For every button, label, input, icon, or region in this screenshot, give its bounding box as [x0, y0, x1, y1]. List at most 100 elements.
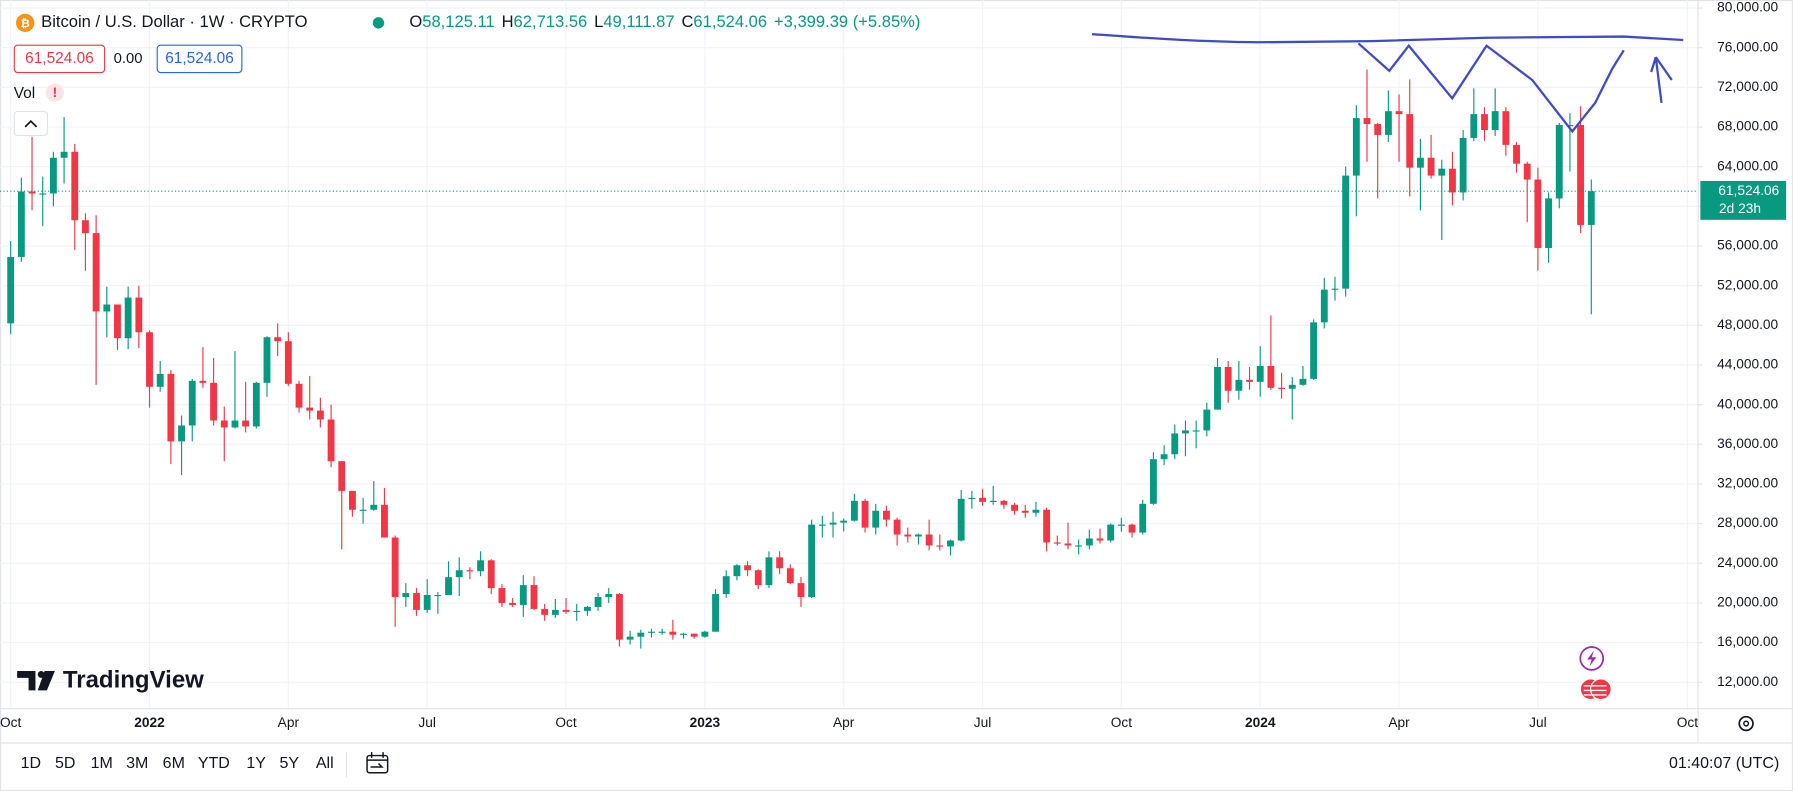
grid — [0, 0, 1699, 709]
candle-body — [242, 420, 250, 427]
candle-body — [1534, 179, 1542, 248]
collapse-button[interactable] — [13, 110, 49, 137]
range-button[interactable]: 3M — [126, 755, 148, 772]
candle-body — [979, 497, 986, 502]
last-price-box — [1700, 180, 1787, 220]
candle-body — [274, 337, 282, 342]
candle-body — [733, 565, 741, 577]
candle-body — [797, 583, 805, 598]
range-toolbar: 1D 5D 1M 3M 6M YTD 1Y 5Y All — [21, 755, 334, 772]
ohlc-value: 61,524.06 — [693, 12, 767, 31]
candle-body — [434, 595, 442, 597]
candle-body — [530, 585, 538, 609]
candle-body — [765, 557, 773, 586]
x-tick-label: Oct — [0, 715, 22, 730]
range-button[interactable]: 5Y — [280, 755, 300, 772]
candle-body — [1107, 524, 1115, 541]
y-tick-label: 32,000.00 — [1717, 476, 1778, 491]
candle-body — [754, 570, 762, 586]
candle-body — [776, 557, 784, 569]
logo-mark — [17, 670, 55, 691]
collapse-chevron — [24, 119, 38, 128]
volume-alert-icon[interactable] — [45, 83, 65, 102]
buy-price[interactable]: 61,524.06 — [165, 50, 234, 67]
x-tick-label: 2022 — [134, 715, 165, 730]
candle-body — [690, 633, 698, 637]
candle-body — [1160, 454, 1168, 460]
candle-body — [327, 419, 335, 462]
candle-body — [1406, 114, 1414, 168]
candle-body — [1352, 118, 1360, 176]
range-button[interactable]: 6M — [163, 755, 185, 772]
candle-body — [71, 151, 79, 221]
candle-body — [413, 593, 420, 610]
ohlc-value: 62,713.56 — [514, 12, 588, 31]
candle-body — [658, 631, 666, 633]
range-button[interactable]: 5D — [55, 755, 75, 772]
candle-body — [338, 461, 346, 491]
clock[interactable]: 01:40:07 (UTC) — [1669, 755, 1779, 772]
y-tick-label: 16,000.00 — [1717, 634, 1778, 649]
range-button[interactable]: 1Y — [246, 755, 266, 772]
candle-body — [1513, 144, 1520, 164]
candle-body — [519, 585, 527, 605]
y-tick-label: 56,000.00 — [1717, 238, 1778, 253]
candle-body — [1459, 137, 1467, 193]
coin-icon — [16, 13, 35, 33]
candle-body — [1288, 384, 1296, 389]
candle-body — [359, 509, 367, 511]
candle-body — [936, 545, 944, 547]
candle-body — [957, 498, 965, 541]
candle-body — [1171, 433, 1179, 455]
candle-body — [1085, 538, 1093, 546]
candle-body — [1246, 379, 1253, 382]
candle-body — [1064, 543, 1072, 546]
sell-button[interactable] — [13, 44, 106, 74]
candle-body — [498, 588, 506, 603]
range-button[interactable]: 1D — [21, 755, 41, 772]
y-tick-label: 24,000.00 — [1717, 555, 1778, 570]
countdown: 2d 23h — [1719, 201, 1761, 216]
volume-alert[interactable]: ! — [53, 85, 58, 100]
candle-body — [1011, 504, 1019, 511]
candle-body — [82, 220, 89, 234]
ohlc-key: C — [681, 12, 693, 31]
candle-body — [861, 500, 869, 528]
candle-body — [487, 560, 495, 589]
candle-body — [1192, 430, 1200, 432]
candle-body — [135, 297, 143, 333]
economic-event-icon[interactable] — [1590, 678, 1612, 701]
candle-body — [680, 633, 687, 635]
candle-body — [188, 380, 196, 426]
settings-icon[interactable] — [1738, 715, 1754, 732]
range-button[interactable]: All — [316, 755, 334, 772]
y-tick-label: 40,000.00 — [1717, 396, 1778, 411]
range-button[interactable]: 1M — [91, 755, 113, 772]
candle-body — [605, 594, 613, 598]
volume-label: Vol — [14, 85, 35, 102]
change: +3,399.39 (+5.85%) — [774, 12, 920, 31]
y-tick-label: 44,000.00 — [1717, 357, 1778, 372]
candle-body — [1235, 379, 1243, 391]
candle-body — [199, 380, 207, 383]
candle-body — [1384, 111, 1392, 135]
buy-button[interactable] — [156, 44, 243, 74]
sell-price[interactable]: 61,524.06 — [25, 50, 94, 67]
candle-body — [1395, 111, 1403, 115]
candle-body — [722, 576, 730, 595]
candle-body — [210, 382, 218, 421]
candle-body — [1427, 157, 1435, 176]
candle-body — [1449, 168, 1456, 193]
candle-body — [1000, 500, 1008, 505]
ohlc-key: L — [594, 12, 603, 31]
candle-body — [477, 560, 485, 572]
candle-body — [947, 540, 954, 547]
goto-date-icon[interactable] — [366, 754, 389, 774]
range-button[interactable]: YTD — [198, 755, 230, 772]
candle-body — [114, 304, 121, 339]
y-tick-label: 68,000.00 — [1717, 119, 1778, 134]
coin-icon-glyph: ₿ — [20, 18, 29, 30]
candle-body — [1278, 387, 1286, 389]
candle-body — [701, 631, 709, 637]
candle-body — [7, 256, 15, 324]
